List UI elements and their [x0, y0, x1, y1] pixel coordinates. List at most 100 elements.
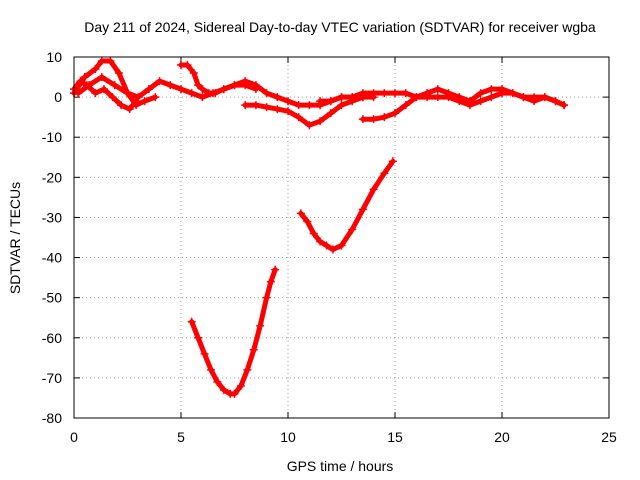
series-line — [189, 267, 278, 397]
data-point — [206, 365, 215, 374]
y-tick-label: -70 — [42, 370, 62, 386]
data-point — [132, 101, 141, 110]
data-point — [262, 293, 271, 302]
data-point — [560, 101, 569, 110]
data-point — [262, 103, 271, 112]
data-point — [230, 389, 239, 398]
data-point — [326, 97, 335, 106]
axis-ticks: 0 5 10 15 20 25 10 0 -10 -20 -30 -40 -50 -60 -70 -80 — [42, 49, 617, 445]
data-point — [256, 321, 265, 330]
data-point — [305, 121, 314, 130]
data-point — [84, 81, 93, 90]
x-tick-label: 20 — [494, 429, 510, 445]
data-point — [444, 89, 453, 98]
y-tick-label: -20 — [42, 169, 62, 185]
data-point — [219, 385, 228, 394]
data-point — [476, 89, 485, 98]
data-point — [391, 89, 399, 98]
data-point — [401, 89, 410, 98]
data-point — [198, 85, 207, 94]
data-point — [200, 349, 209, 358]
data-point — [380, 89, 389, 98]
data-point — [412, 93, 421, 102]
data-point — [74, 89, 83, 98]
grid-lines — [74, 57, 609, 418]
data-point — [273, 105, 282, 114]
x-axis-label: GPS time / hours — [287, 458, 394, 474]
data-point — [326, 109, 335, 118]
data-point — [262, 89, 271, 98]
series-arc-7 — [358, 85, 569, 124]
data-point — [487, 93, 496, 102]
data-point — [108, 93, 117, 102]
data-point — [151, 93, 160, 102]
data-point — [380, 113, 389, 122]
data-point — [508, 89, 517, 98]
data-point — [117, 101, 126, 110]
data-point — [189, 69, 198, 78]
data-point — [455, 93, 464, 102]
data-point — [243, 365, 252, 374]
data-point — [251, 101, 260, 110]
data-point — [369, 185, 378, 194]
data-point — [316, 117, 325, 126]
data-point — [294, 101, 303, 110]
data-point — [305, 101, 314, 110]
data-point — [551, 97, 560, 106]
data-point — [284, 97, 292, 106]
data-point — [316, 237, 325, 246]
series-line — [71, 58, 158, 108]
data-point — [369, 115, 378, 124]
data-point — [498, 85, 506, 94]
data-point — [97, 57, 106, 66]
data-point — [530, 93, 539, 102]
data-point — [487, 85, 496, 94]
data-point — [476, 97, 485, 106]
chart-title: Day 211 of 2024, Sidereal Day-to-day VTE… — [84, 19, 596, 35]
series-line — [242, 94, 366, 128]
data-point — [91, 89, 100, 98]
data-point — [358, 115, 367, 124]
data-point — [183, 61, 192, 70]
y-tick-label: -10 — [42, 129, 62, 145]
data-point — [144, 85, 153, 94]
data-point — [273, 93, 282, 102]
data-point — [251, 81, 260, 90]
x-tick-label: 10 — [280, 429, 296, 445]
series-line — [298, 158, 396, 252]
x-tick-label: 5 — [177, 429, 185, 445]
data-point — [423, 89, 432, 98]
data-point — [380, 169, 389, 178]
data-point — [198, 93, 207, 102]
data-point — [110, 81, 119, 90]
data-point — [166, 81, 175, 90]
data-point — [369, 89, 378, 98]
data-point — [433, 85, 442, 94]
data-point — [358, 89, 367, 98]
data-point — [91, 65, 100, 74]
y-tick-label: -60 — [42, 330, 62, 346]
data-point — [187, 89, 196, 98]
data-point — [194, 81, 203, 90]
data-series — [70, 57, 569, 398]
y-tick-label: 10 — [46, 49, 62, 65]
x-tick-label: 15 — [387, 429, 403, 445]
data-point — [337, 241, 346, 250]
data-point — [123, 89, 132, 98]
data-point — [358, 205, 367, 214]
data-point — [230, 81, 239, 90]
data-point — [337, 101, 346, 110]
y-tick-label: -40 — [42, 250, 62, 266]
data-point — [177, 85, 185, 94]
data-point — [194, 333, 203, 342]
data-point — [99, 85, 108, 94]
data-point — [219, 85, 228, 94]
data-point — [322, 241, 331, 250]
data-point — [125, 105, 134, 114]
data-point — [236, 381, 245, 390]
data-point — [155, 77, 164, 86]
plot-border — [73, 56, 610, 419]
data-point — [391, 109, 399, 118]
data-point — [433, 93, 442, 102]
data-point — [213, 377, 222, 386]
